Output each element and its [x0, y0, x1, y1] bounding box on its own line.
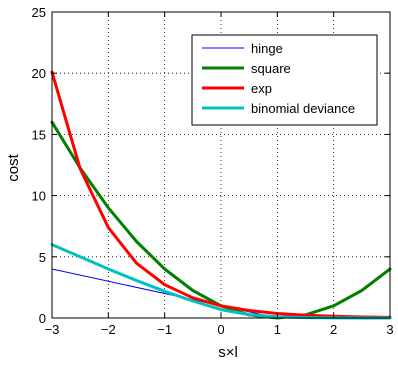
- y-tick-label: 10: [32, 189, 46, 204]
- legend-label: exp: [251, 81, 272, 96]
- y-tick-label: 15: [32, 127, 46, 142]
- legend-label: square: [251, 61, 291, 76]
- x-axis-label: s×l: [218, 344, 238, 361]
- x-tick-label: 1: [274, 322, 281, 337]
- legend-label: hinge: [251, 41, 283, 56]
- x-tick-label: 2: [330, 322, 337, 337]
- y-tick-label: 5: [39, 250, 46, 265]
- x-tick-label: −3: [45, 322, 60, 337]
- y-axis-label: cost: [5, 153, 22, 181]
- y-tick-label: 0: [39, 311, 46, 326]
- axis-ticks: −3 −2 −1 0 1 2 3 0 5 10 15 20 25: [32, 5, 394, 337]
- y-tick-label: 20: [32, 66, 46, 81]
- y-tick-label: 25: [32, 5, 46, 20]
- legend-items: hinge square exp binomial deviance: [202, 41, 355, 116]
- legend-label: binomial deviance: [251, 101, 355, 116]
- x-tick-label: −1: [157, 322, 172, 337]
- legend-box: [191, 34, 378, 126]
- legend: hinge square exp binomial deviance: [191, 34, 378, 126]
- x-tick-label: −2: [101, 322, 116, 337]
- x-tick-label: 3: [386, 322, 393, 337]
- x-tick-label: 0: [217, 322, 224, 337]
